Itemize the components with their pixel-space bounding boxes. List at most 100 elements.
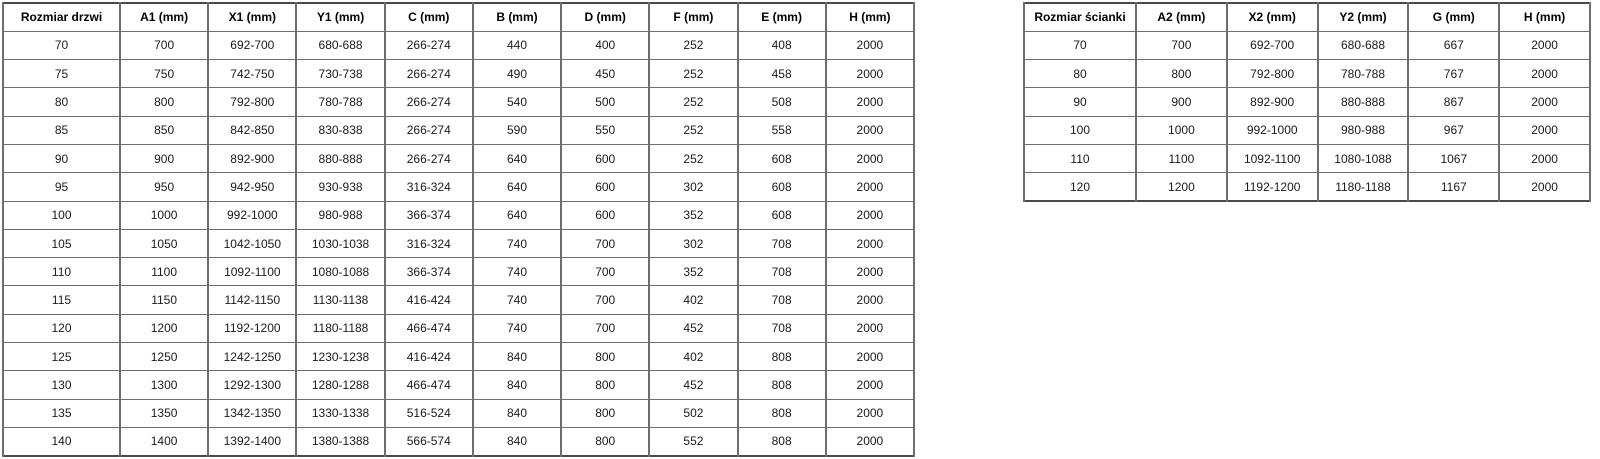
table-cell: 452 [648, 313, 739, 344]
table-row: 110 1100 1092-1100 1080-1088 1067 2000 [1023, 143, 1591, 174]
table-cell: 80 [2, 87, 121, 117]
table-cell: 458 [736, 59, 827, 89]
table-cell: 640 [471, 172, 563, 202]
table-cell: 416-424 [383, 285, 474, 315]
table-cell: 992-1000 [1225, 115, 1319, 145]
column-header: A2 (mm) [1135, 2, 1228, 32]
table-row: 110 1100 1092-1100 1080-1088 366-374 740 700 35… [2, 257, 916, 287]
table-row: 70 700 692-700 680-688 266-274 440 400 252 408 20… [2, 30, 916, 61]
table-cell: 2000 [824, 115, 916, 145]
table-cell: 1000 [1135, 115, 1228, 145]
table-cell: 2000 [824, 200, 916, 230]
table-row: 90 900 892-900 880-888 867 2000 [1023, 87, 1591, 117]
table-cell: 1080-1088 [1316, 143, 1410, 174]
table-cell: 566-574 [383, 426, 474, 457]
table-cell: 692-700 [1225, 30, 1319, 61]
table-cell: 352 [648, 200, 739, 230]
table-cell: 2000 [824, 370, 916, 400]
table-cell: 140 [2, 426, 121, 457]
table-cell: 540 [471, 87, 563, 117]
table-cell: 900 [1135, 87, 1228, 117]
table-cell: 608 [736, 143, 827, 174]
table-cell: 2000 [824, 398, 916, 428]
column-header: Rozmiar ścianki [1023, 2, 1137, 32]
column-header: C (mm) [383, 2, 474, 32]
table-cell: 892-900 [207, 143, 298, 174]
table-row: 100 1000 992-1000 980-988 366-374 640 600 352 60… [2, 200, 916, 230]
table-cell: 1330-1338 [295, 398, 386, 428]
table-cell: 302 [648, 172, 739, 202]
table-cell: 1242-1250 [207, 342, 298, 372]
column-header: B (mm) [471, 2, 563, 32]
table-row: 120 1200 1192-1200 1180-1188 1167 2000 [1023, 172, 1591, 202]
table-cell: 1200 [118, 313, 210, 344]
column-header: H (mm) [1498, 2, 1591, 32]
table-row: 85 850 842-850 830-838 266-274 590 550 252 558 20… [2, 115, 916, 145]
table-cell: 1342-1350 [207, 398, 298, 428]
table-cell: 125 [2, 342, 121, 372]
table-cell: 1192-1200 [207, 313, 298, 344]
table-cell: 408 [736, 30, 827, 61]
table-cell: 808 [736, 398, 827, 428]
table-cell: 740 [471, 285, 563, 315]
table-cell: 1300 [118, 370, 210, 400]
table-cell: 70 [1023, 30, 1137, 61]
table-cell: 740 [471, 257, 563, 287]
header-row: Rozmiar ścianki A2 (mm) X2 (mm) Y2 (mm) G (m… [1023, 2, 1591, 32]
table-cell: 692-700 [207, 30, 298, 61]
table-cell: 110 [2, 257, 121, 287]
table-cell: 402 [648, 285, 739, 315]
table-cell: 416-424 [383, 342, 474, 372]
table-cell: 252 [648, 115, 739, 145]
table-cell: 1067 [1407, 143, 1501, 174]
table-cell: 452 [648, 370, 739, 400]
table-cell: 508 [736, 87, 827, 117]
table-cell: 930-938 [295, 172, 386, 202]
table-cell: 80 [1023, 59, 1137, 89]
table-cell: 680-688 [1316, 30, 1410, 61]
table-cell: 252 [648, 87, 739, 117]
table-cell: 2000 [824, 426, 916, 457]
table-cell: 1150 [118, 285, 210, 315]
table-cell: 1280-1288 [295, 370, 386, 400]
table-cell: 266-274 [383, 115, 474, 145]
table-cell: 850 [118, 115, 210, 145]
table-cell: 100 [1023, 115, 1137, 145]
table-cell: 1092-1100 [1225, 143, 1319, 174]
table-cell: 800 [560, 370, 651, 400]
door-dimensions-table: Rozmiar drzwi A1 (mm) X1 (mm) Y1 (mm) C (mm)… [2, 2, 916, 457]
table-row: 100 1000 992-1000 980-988 967 2000 [1023, 115, 1591, 145]
table-cell: 120 [2, 313, 121, 344]
table-cell: 880-888 [1316, 87, 1410, 117]
table-cell: 840 [471, 398, 563, 428]
table-cell: 75 [2, 59, 121, 89]
table-cell: 115 [2, 285, 121, 315]
column-header: D (mm) [560, 2, 651, 32]
table-cell: 552 [648, 426, 739, 457]
table-cell: 100 [2, 200, 121, 230]
table-row: 120 1200 1192-1200 1180-1188 466-474 740 700 45… [2, 313, 916, 344]
table-cell: 840 [471, 426, 563, 457]
table-cell: 1100 [118, 257, 210, 287]
table-cell: 266-274 [383, 59, 474, 89]
table-cell: 502 [648, 398, 739, 428]
table-cell: 450 [560, 59, 651, 89]
table-cell: 1100 [1135, 143, 1228, 174]
table-row: 135 1350 1342-1350 1330-1338 516-524 840 800 50… [2, 398, 916, 428]
table-cell: 466-474 [383, 313, 474, 344]
table-cell: 640 [471, 143, 563, 174]
table-row: 125 1250 1242-1250 1230-1238 416-424 840 800 40… [2, 342, 916, 372]
table-cell: 1392-1400 [207, 426, 298, 457]
table-cell: 680-688 [295, 30, 386, 61]
table-cell: 830-838 [295, 115, 386, 145]
table-cell: 130 [2, 370, 121, 400]
table-cell: 516-524 [383, 398, 474, 428]
table-row: 105 1050 1042-1050 1030-1038 316-324 740 700 30… [2, 228, 916, 259]
table-cell: 316-324 [383, 172, 474, 202]
table-cell: 700 [560, 228, 651, 259]
table-cell: 980-988 [1316, 115, 1410, 145]
table-cell: 1092-1100 [207, 257, 298, 287]
column-header: A1 (mm) [118, 2, 210, 32]
table-cell: 700 [560, 285, 651, 315]
